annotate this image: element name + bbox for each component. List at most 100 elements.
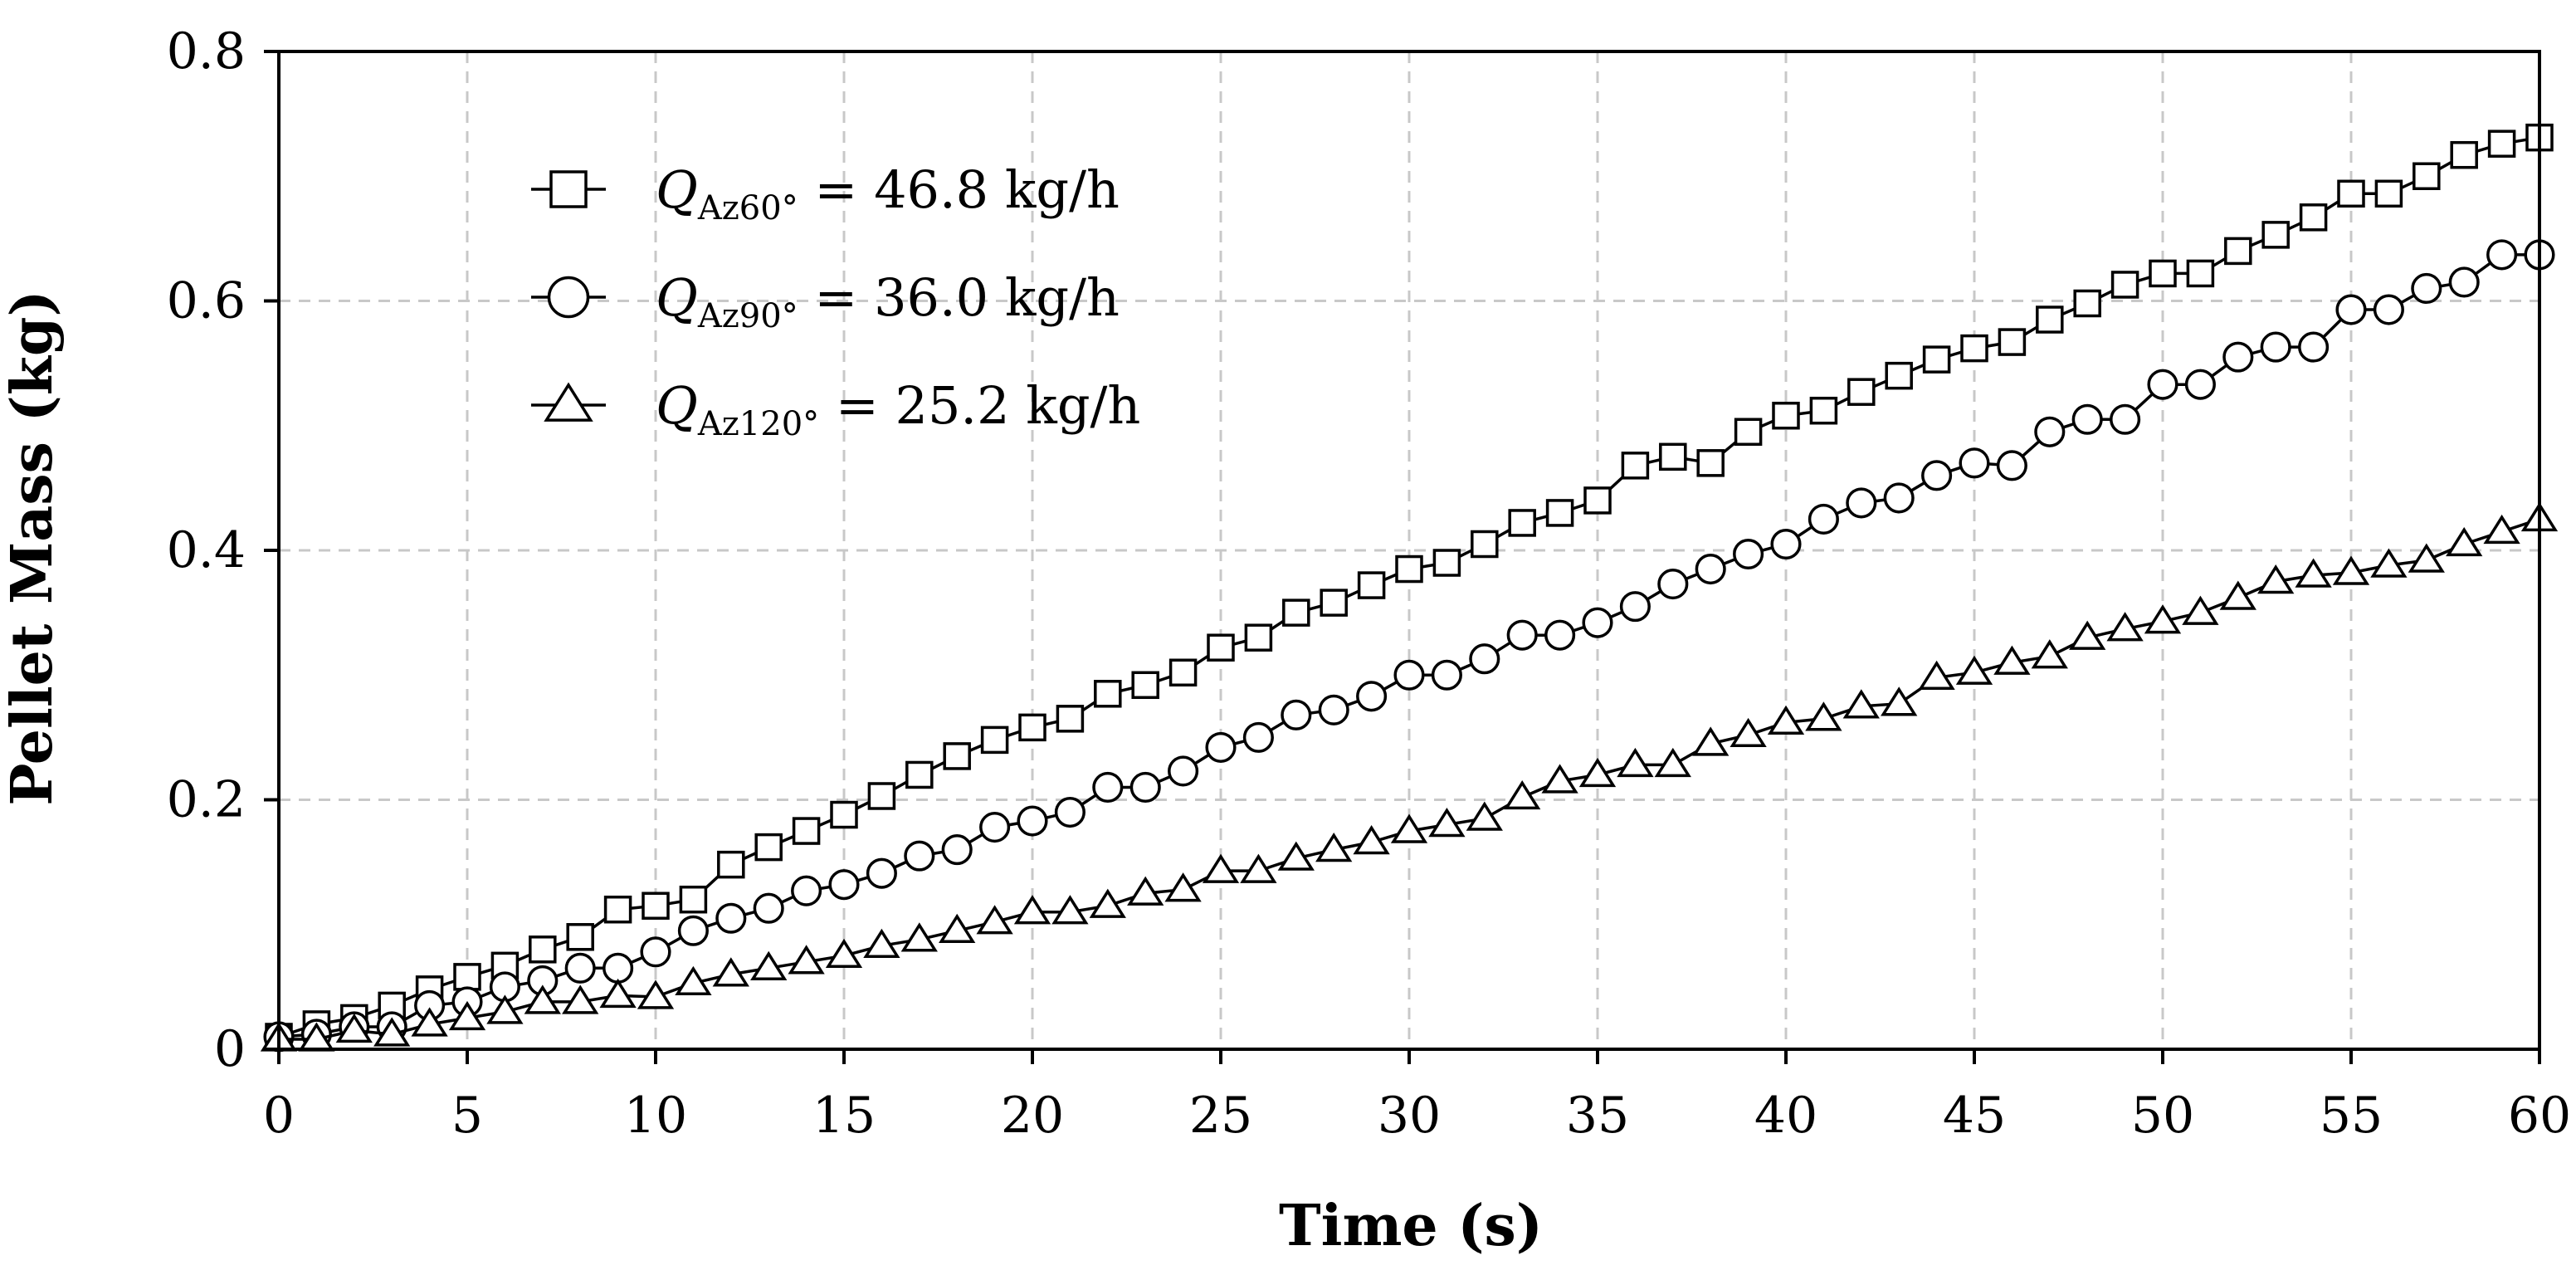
data-point [753,892,784,924]
y-tick-label: 0.4 [167,521,246,579]
data-point [1164,872,1202,902]
data-point [1094,680,1122,708]
data-point [1922,345,1951,374]
data-point [1240,853,1277,883]
data-point [1017,805,1048,837]
data-point [2184,369,2216,400]
data-point [1918,660,1955,690]
data-point [1353,825,1390,855]
x-tick-label: 50 [2131,1087,2194,1145]
data-point [1315,833,1353,862]
data-point [1695,553,1726,585]
data-point [2450,140,2478,169]
data-point [562,984,599,1014]
data-point [679,885,708,914]
data-point [1767,705,1805,735]
data-point [1993,645,2031,675]
data-point [1320,589,1348,617]
data-point [828,869,860,901]
data-point [717,850,745,879]
x-tick-label: 25 [1189,1087,1252,1145]
data-point [2036,305,2064,334]
x-axis-title: Time (s) [1279,1193,1543,1259]
x-tick-label: 15 [812,1087,876,1145]
data-point [2222,341,2254,373]
data-point [1541,764,1578,794]
x-tick-label: 30 [1378,1087,1441,1145]
data-point [1696,449,1725,477]
data-point [1654,747,1691,778]
data-point [1506,619,1538,651]
data-point [1318,694,1349,725]
data-point [373,1017,411,1047]
data-point [980,725,1009,755]
data-point [2186,259,2215,288]
data-point [1959,447,1990,479]
x-tick-label: 40 [1754,1087,1817,1145]
data-point [1504,779,1541,810]
data-point [1545,499,1574,527]
data-point [2219,580,2256,610]
data-point [792,817,821,845]
data-point [1619,591,1651,623]
data-point [1730,717,1767,748]
data-point [1659,442,1687,471]
data-point [1881,686,1918,716]
data-point [2261,221,2290,249]
data-point [675,965,712,996]
data-point [2411,272,2442,305]
data-point [1578,757,1617,788]
data-point [453,963,481,991]
data-point [637,979,675,1009]
data-point [1168,755,1199,787]
data-point [1428,808,1466,838]
data-point [2110,271,2139,299]
data-point [642,892,670,920]
data-point [1544,619,1576,651]
data-point [863,928,900,958]
data-point [564,952,596,984]
data-point [1051,895,1089,925]
data-point [1770,528,1802,560]
data-point [1657,569,1689,600]
data-point [1205,731,1237,763]
data-point [335,1013,373,1043]
data-point [1089,888,1126,918]
data-point [905,760,934,789]
data-point [1054,796,1086,828]
series-triangle [260,501,2559,1052]
data-point [2337,179,2365,208]
legend-entry: QAz90° = 36.0 kg/h [531,267,1120,335]
data-point [1996,450,2027,481]
data-point [866,857,897,889]
data-point [976,905,1013,935]
data-point [939,913,976,943]
data-point [1432,549,1461,577]
data-point [2413,162,2441,190]
data-point [750,950,788,981]
data-point [2073,289,2101,318]
data-point [1808,503,1839,535]
data-point [1921,460,1953,491]
data-point [524,984,561,1014]
y-tick-label: 0 [214,1020,246,1078]
data-point [1809,396,1838,425]
data-point [2182,595,2219,625]
data-point [788,945,825,975]
legend-entry: QAz60° = 46.8 kg/h [531,159,1120,227]
data-point [1805,701,1842,731]
data-point [1168,658,1198,686]
data-point [1207,633,1235,662]
data-point [1466,801,1503,831]
data-point [1127,876,1164,906]
data-point [529,935,557,964]
data-point [411,1007,448,1037]
data-point [1955,655,1993,685]
data-point [2486,239,2518,271]
legend-entry: QAz120° = 25.2 kg/h [531,375,1140,443]
x-tick-label: 60 [2508,1087,2571,1145]
data-point [486,994,524,1024]
axis-ticks: 0 5 10 15 20 25 30 35 40 45 50 55 60 0 0.2 0.4 0.6 0.8 [167,22,2572,1145]
data-point [2144,604,2182,634]
